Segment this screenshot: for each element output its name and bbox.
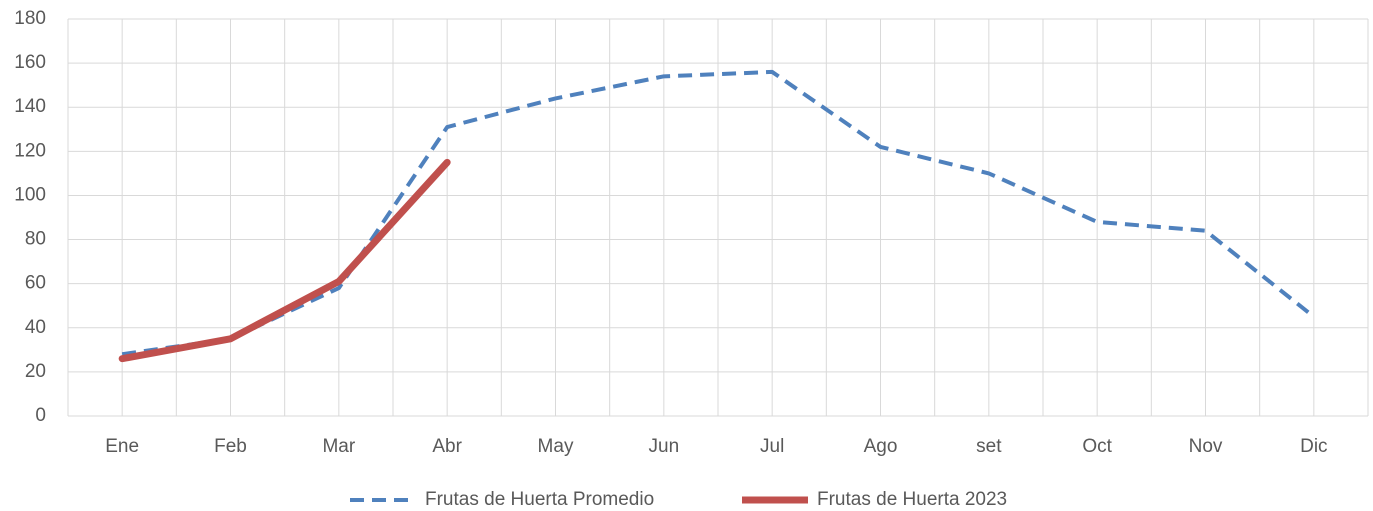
x-tick-label: Oct: [1082, 436, 1112, 457]
x-tick-label: Jul: [760, 436, 784, 457]
y-tick-label: 160: [14, 52, 46, 73]
legend-label: Frutas de Huerta Promedio: [425, 489, 654, 510]
x-tick-label: Ene: [105, 436, 139, 457]
x-tick-label: Dic: [1300, 436, 1327, 457]
series-line: [118, 158, 451, 363]
x-tick-label: Jun: [649, 436, 680, 457]
y-tick-label: 140: [14, 96, 46, 117]
x-tick-label: Nov: [1189, 436, 1223, 457]
x-tick-label: May: [538, 436, 574, 457]
y-tick-label: 40: [25, 317, 46, 338]
x-tick-label: Feb: [214, 436, 247, 457]
y-tick-label: 20: [25, 361, 46, 382]
legend-label: Frutas de Huerta 2023: [817, 489, 1007, 510]
y-tick-label: 100: [14, 184, 46, 205]
series-line: [121, 69, 1316, 357]
x-tick-label: set: [976, 436, 1002, 457]
x-tick-label: Mar: [322, 436, 355, 457]
y-tick-label: 180: [14, 8, 46, 29]
y-tick-label: 120: [14, 140, 46, 161]
x-tick-label: Ago: [864, 436, 898, 457]
y-tick-label: 60: [25, 273, 46, 294]
x-tick-label: Abr: [432, 436, 462, 457]
y-tick-label: 80: [25, 229, 46, 250]
y-tick-label: 0: [35, 405, 46, 426]
